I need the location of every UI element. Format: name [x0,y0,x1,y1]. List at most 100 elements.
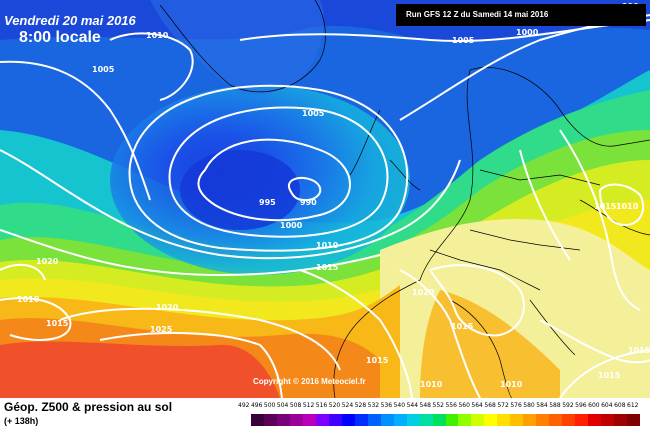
scale-label: 524 [341,402,354,409]
isobar-label: 1010 [316,241,339,250]
scale-swatch [614,414,628,426]
scale-swatch [276,414,290,426]
band-red [0,341,280,398]
scale-label: 576 [510,402,522,409]
scale-swatch [302,414,316,426]
isobar-label: 1010 [17,295,40,304]
scale-label: 604 [601,402,613,409]
scale-label: 536 [380,402,393,409]
scale-swatch [250,414,264,426]
scale-swatch [523,414,537,426]
scale-swatch [393,414,407,426]
scale-swatch [289,414,303,426]
scale-swatch [588,414,602,426]
scale-swatch [315,414,329,426]
isobar-label: 1020 [36,257,59,266]
isobar-label: 1005 [452,36,475,45]
isobar-label: 1010 [616,202,639,211]
scale-label: 508 [289,402,302,409]
scale-labels: 492 496 500 504 508 512 516 520 524 528 532 536 540 5… [238,402,640,412]
scale-swatch [562,414,576,426]
scale-swatch [627,414,641,426]
scale-label: 600 [588,402,600,409]
scale-swatch [419,414,433,426]
scale-label: 556 [445,402,457,409]
isobar-label: 1020 [412,288,435,297]
scale-swatch [497,414,511,426]
scale-label: 520 [328,402,341,409]
scale-swatch [575,414,589,426]
chart-subtitle: (+ 138h) [4,416,39,426]
isobar-label: 1015 [628,346,650,355]
forecast-date: Vendredi 20 mai 2016 [4,13,136,28]
scale-swatch [354,414,368,426]
scale-swatch [328,414,342,426]
isobar-label: 1015 [46,319,69,328]
scale-swatch [471,414,485,426]
isobar-label: 1010 [500,380,523,389]
map-svg [0,0,650,398]
scale-label: 500 [263,402,276,409]
scale-label: 564 [471,402,483,409]
scale-swatch [380,414,394,426]
scale-swatch [484,414,498,426]
scale-label: 592 [562,402,574,409]
scale-label: 560 [458,402,470,409]
scale-swatch [341,414,355,426]
isobar-label: 1015 [451,322,474,331]
scale-label: 492 [238,402,250,409]
isobar-label: 1000 [280,221,303,230]
scale-label: 528 [354,402,367,409]
scale-swatch [445,414,459,426]
scale-label: 596 [575,402,587,409]
isobar-label: 1005 [302,109,325,118]
copyright: Copyright © 2016 Meteociel.fr [253,377,366,386]
scale-label: 548 [419,402,431,409]
scale-label: 532 [367,402,380,409]
scale-label: 496 [250,402,263,409]
scale-swatch [536,414,550,426]
scale-swatch [263,414,277,426]
scale-label: 612 [627,402,639,409]
scale-swatch [510,414,524,426]
scale-swatch [432,414,446,426]
forecast-time: 8:00 locale [19,29,101,46]
scale-label: 568 [484,402,496,409]
scale-label: 572 [497,402,509,409]
scale-swatch [458,414,472,426]
scale-label: 584 [536,402,548,409]
scale-label: 540 [393,402,406,409]
scale-label: 552 [432,402,444,409]
scale-swatch [601,414,615,426]
run-info: Run GFS 12 Z du Samedi 14 mai 2016 [396,4,646,26]
isobars [0,14,650,398]
scale-label: 608 [614,402,626,409]
scale-bar [238,414,641,426]
scale-label: 588 [549,402,561,409]
scale-swatch [238,414,251,426]
isobar-label: 1020 [156,303,179,312]
legend-panel: Géop. Z500 & pression au sol (+ 138h) 49… [0,398,650,433]
isobar-label: 1015 [594,202,617,211]
chart-title: Géop. Z500 & pression au sol [4,400,173,414]
isobar-label: 1015 [316,263,339,272]
isobar-label: 990 [300,198,317,207]
isobar-label: 995 [259,198,276,207]
low-center [180,150,300,230]
scale-label: 580 [523,402,535,409]
isobar-label: 1005 [92,65,115,74]
scale-label: 516 [315,402,328,409]
scale-swatch [406,414,420,426]
weather-map: 990 1005 1000 1010 1005 1005 995 990 100… [0,0,650,398]
scale-swatch [367,414,381,426]
band-med-orange [420,290,560,398]
scale-label: 512 [302,402,315,409]
greenland-shape [150,0,324,95]
isobar-label: 1025 [150,325,173,334]
scale-label: 504 [276,402,289,409]
scale-swatch [549,414,563,426]
isobar-label: 1010 [420,380,443,389]
isobar-label: 1000 [516,28,539,37]
isobar-label: 1010 [146,31,169,40]
